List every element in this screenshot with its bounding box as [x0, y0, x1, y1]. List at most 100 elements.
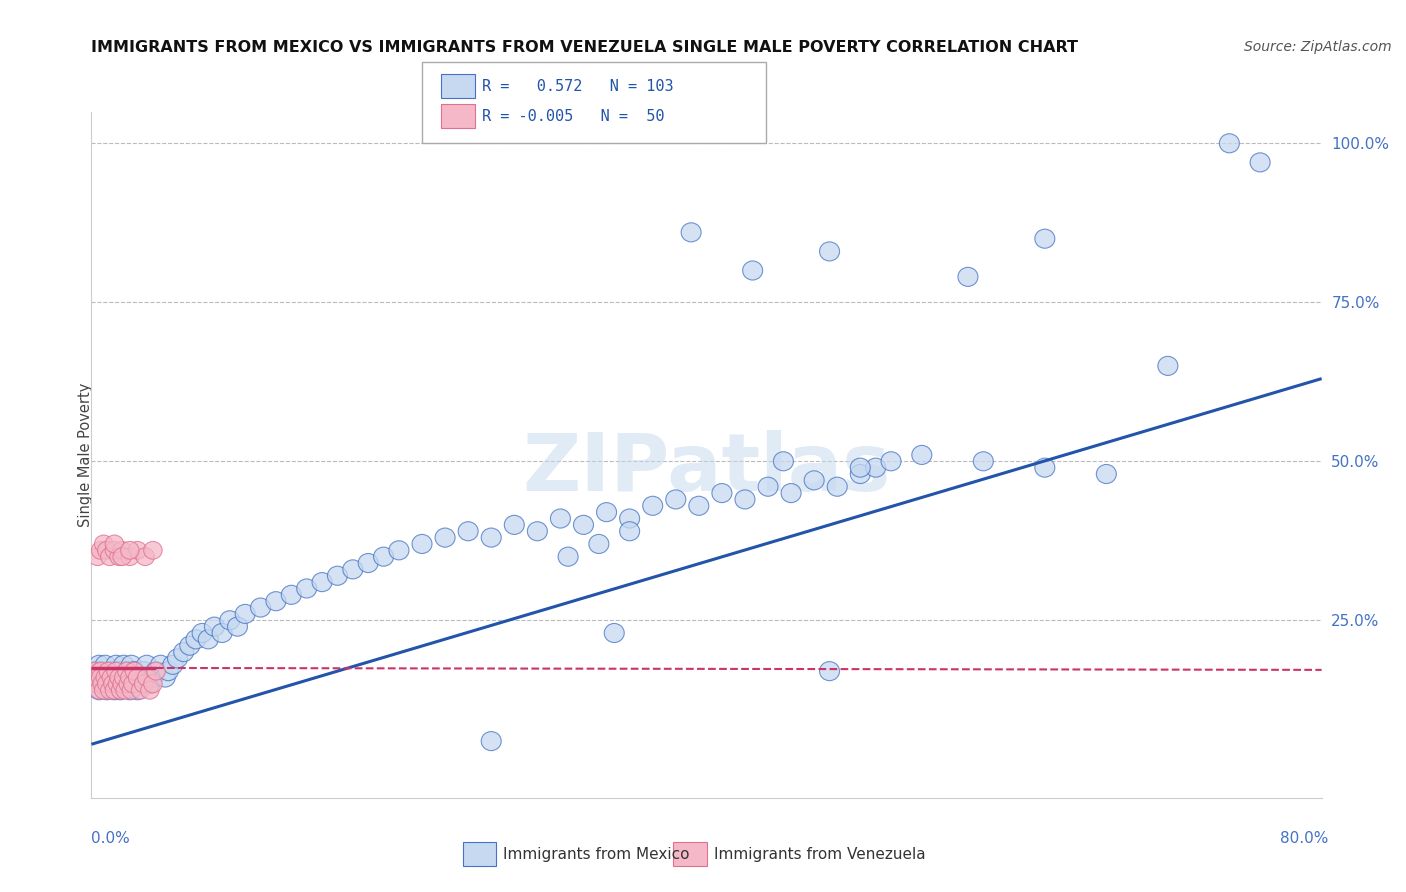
Ellipse shape [131, 668, 150, 687]
Ellipse shape [589, 534, 609, 554]
Ellipse shape [228, 617, 247, 636]
Ellipse shape [1250, 153, 1270, 172]
Ellipse shape [108, 675, 127, 693]
Ellipse shape [681, 223, 702, 242]
Ellipse shape [90, 681, 108, 699]
Ellipse shape [111, 681, 129, 699]
Ellipse shape [121, 548, 139, 566]
Y-axis label: Single Male Poverty: Single Male Poverty [79, 383, 93, 527]
Ellipse shape [1219, 134, 1239, 153]
Ellipse shape [103, 668, 122, 687]
Ellipse shape [90, 662, 111, 681]
Ellipse shape [527, 522, 547, 541]
Ellipse shape [110, 669, 128, 687]
Ellipse shape [550, 509, 571, 528]
Ellipse shape [91, 662, 110, 680]
Ellipse shape [121, 669, 139, 687]
Ellipse shape [121, 656, 142, 674]
Ellipse shape [89, 681, 110, 699]
Ellipse shape [125, 662, 145, 681]
Text: 0.0%: 0.0% [91, 831, 131, 847]
Ellipse shape [163, 656, 183, 674]
Ellipse shape [827, 477, 848, 496]
Ellipse shape [1035, 458, 1054, 477]
Ellipse shape [94, 681, 112, 699]
Ellipse shape [558, 547, 578, 566]
Ellipse shape [312, 573, 332, 591]
Ellipse shape [866, 458, 886, 477]
Ellipse shape [343, 560, 363, 579]
Ellipse shape [112, 541, 131, 559]
Ellipse shape [186, 630, 205, 648]
Ellipse shape [143, 541, 162, 559]
Ellipse shape [711, 483, 733, 502]
Ellipse shape [389, 541, 409, 560]
Ellipse shape [219, 611, 240, 630]
Text: Immigrants from Mexico: Immigrants from Mexico [503, 847, 690, 862]
Ellipse shape [118, 662, 136, 680]
Ellipse shape [138, 669, 156, 687]
Ellipse shape [136, 656, 156, 674]
Ellipse shape [412, 534, 432, 554]
Ellipse shape [281, 585, 301, 605]
Ellipse shape [112, 548, 131, 566]
Ellipse shape [91, 669, 110, 687]
Ellipse shape [122, 681, 141, 699]
Text: ZIPatlas: ZIPatlas [523, 430, 890, 508]
Ellipse shape [1035, 229, 1054, 248]
Ellipse shape [98, 668, 118, 687]
Ellipse shape [93, 668, 112, 687]
Ellipse shape [107, 674, 128, 693]
Ellipse shape [150, 656, 170, 674]
Ellipse shape [114, 669, 134, 687]
Ellipse shape [141, 681, 159, 699]
Ellipse shape [773, 451, 793, 471]
Text: IMMIGRANTS FROM MEXICO VS IMMIGRANTS FROM VENEZUELA SINGLE MALE POVERTY CORRELAT: IMMIGRANTS FROM MEXICO VS IMMIGRANTS FRO… [91, 40, 1078, 55]
Ellipse shape [481, 731, 501, 751]
Ellipse shape [86, 674, 105, 693]
Ellipse shape [139, 674, 160, 693]
Ellipse shape [605, 624, 624, 642]
Ellipse shape [328, 566, 347, 585]
Ellipse shape [118, 668, 138, 687]
Ellipse shape [146, 662, 166, 681]
Ellipse shape [128, 541, 146, 559]
Text: 80.0%: 80.0% [1281, 831, 1329, 847]
Ellipse shape [89, 675, 107, 693]
Ellipse shape [1097, 465, 1116, 483]
Ellipse shape [596, 502, 617, 522]
Ellipse shape [359, 554, 378, 573]
Ellipse shape [174, 642, 194, 662]
Ellipse shape [193, 624, 212, 642]
Ellipse shape [235, 605, 254, 624]
Ellipse shape [957, 268, 979, 286]
Ellipse shape [96, 656, 115, 674]
Ellipse shape [912, 445, 932, 465]
Ellipse shape [155, 668, 176, 687]
Ellipse shape [136, 548, 155, 566]
Ellipse shape [574, 516, 593, 534]
Ellipse shape [120, 681, 139, 699]
Ellipse shape [122, 674, 143, 693]
Ellipse shape [127, 668, 146, 687]
Ellipse shape [97, 541, 115, 559]
Ellipse shape [101, 681, 120, 699]
Ellipse shape [97, 681, 117, 699]
Ellipse shape [104, 681, 125, 699]
Ellipse shape [851, 458, 870, 477]
Ellipse shape [128, 669, 146, 687]
Ellipse shape [135, 675, 153, 693]
Ellipse shape [851, 465, 870, 483]
Ellipse shape [121, 541, 139, 559]
Text: R =   0.572   N = 103: R = 0.572 N = 103 [482, 78, 673, 94]
Ellipse shape [804, 471, 824, 490]
Ellipse shape [105, 656, 127, 674]
Ellipse shape [266, 591, 285, 611]
Ellipse shape [97, 675, 115, 693]
Ellipse shape [107, 662, 125, 680]
Ellipse shape [112, 668, 132, 687]
Ellipse shape [134, 662, 153, 681]
Ellipse shape [120, 675, 138, 693]
Ellipse shape [115, 674, 135, 693]
Ellipse shape [105, 681, 124, 699]
